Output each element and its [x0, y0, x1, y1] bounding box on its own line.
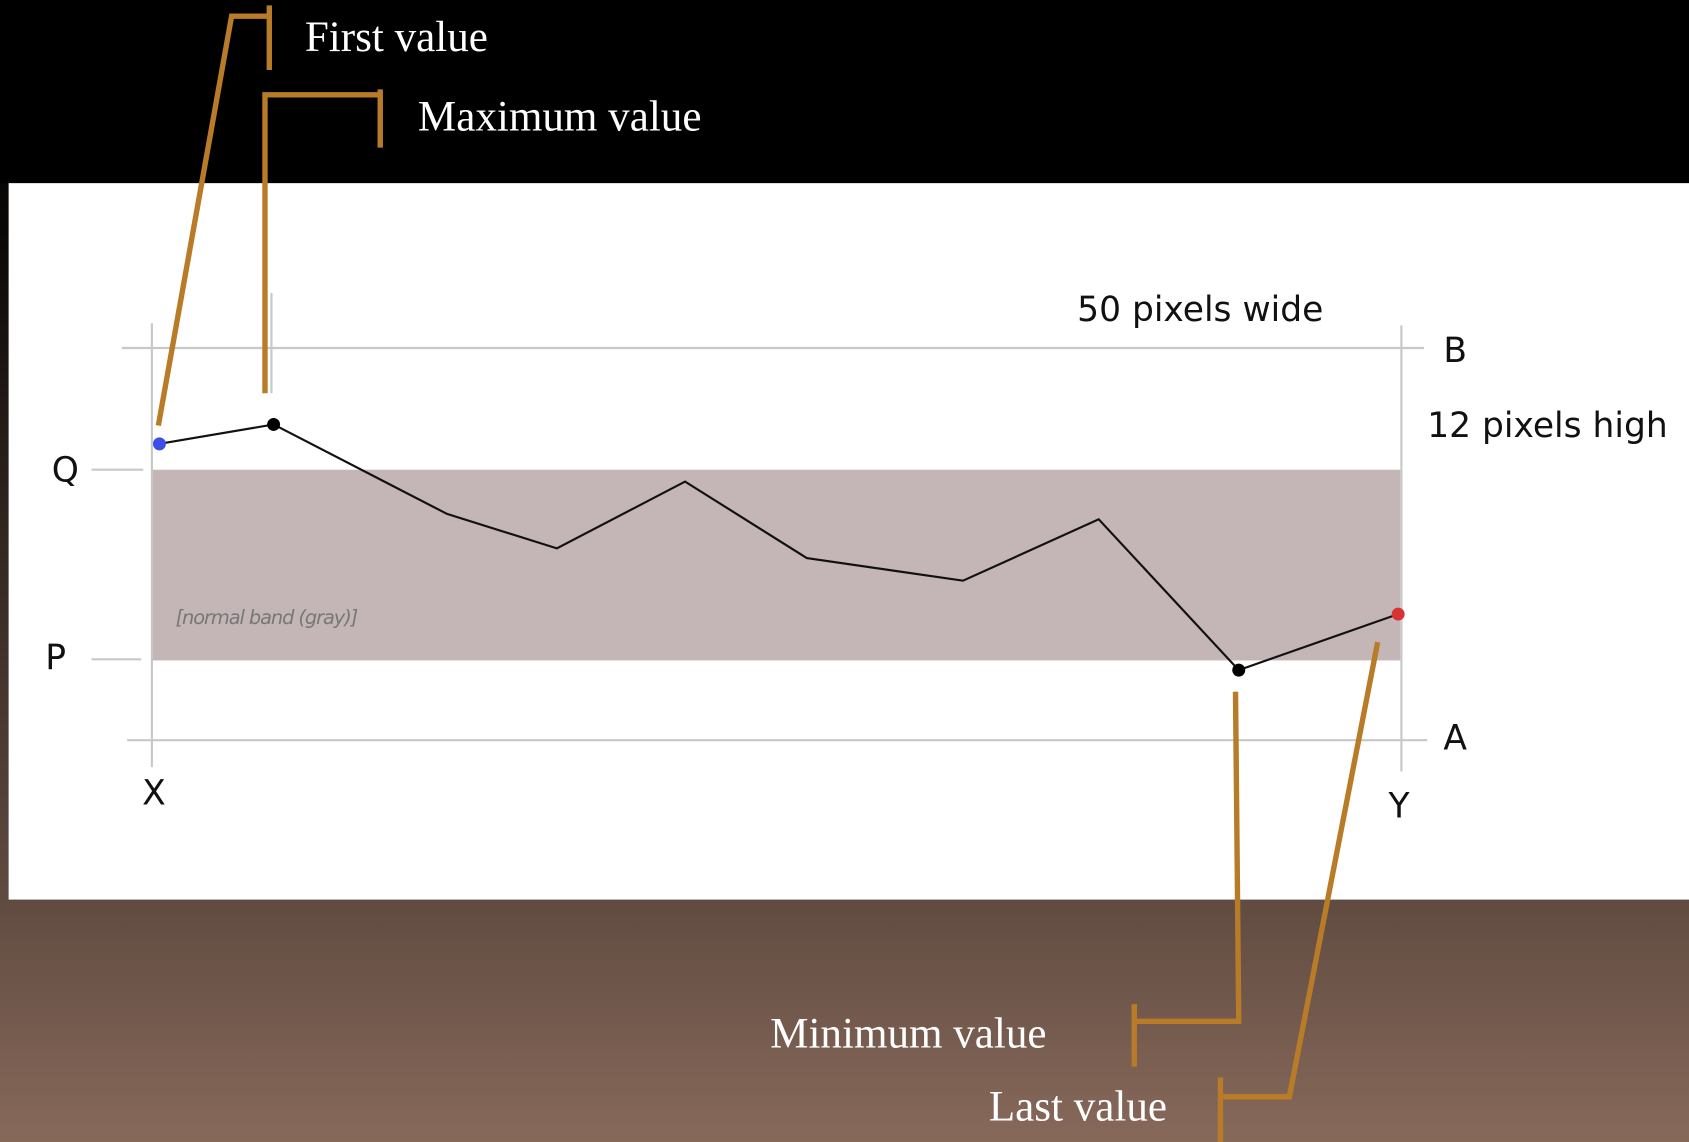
axis-label: B	[1443, 331, 1467, 371]
last-point	[1391, 607, 1405, 621]
callout-label: Maximum value	[418, 94, 702, 141]
band-label: [normal band (gray)]	[176, 606, 358, 629]
dimension-label: 12 pixels high	[1427, 406, 1667, 446]
axis-label: P	[45, 638, 66, 678]
min-point	[1232, 663, 1246, 677]
first-callout	[155, 13, 270, 427]
axis-label: Y	[1387, 787, 1410, 827]
axis-label: A	[1443, 719, 1467, 759]
normal-band	[151, 469, 1401, 661]
axis-label: X	[142, 774, 166, 814]
max-callout	[262, 92, 381, 394]
callout-label: Minimum value	[770, 1010, 1046, 1057]
callout-label: Last value	[989, 1084, 1167, 1131]
header-band	[0, 0, 1689, 184]
sparkline	[159, 423, 1399, 672]
axis-label: Q	[52, 450, 79, 490]
min-callout	[1134, 691, 1242, 1025]
first-point	[152, 437, 166, 451]
max-point	[267, 418, 281, 431]
last-callout	[1220, 641, 1381, 1100]
dimension-label: 50 pixels wide	[1077, 290, 1323, 330]
callout-label: First value	[305, 14, 488, 61]
